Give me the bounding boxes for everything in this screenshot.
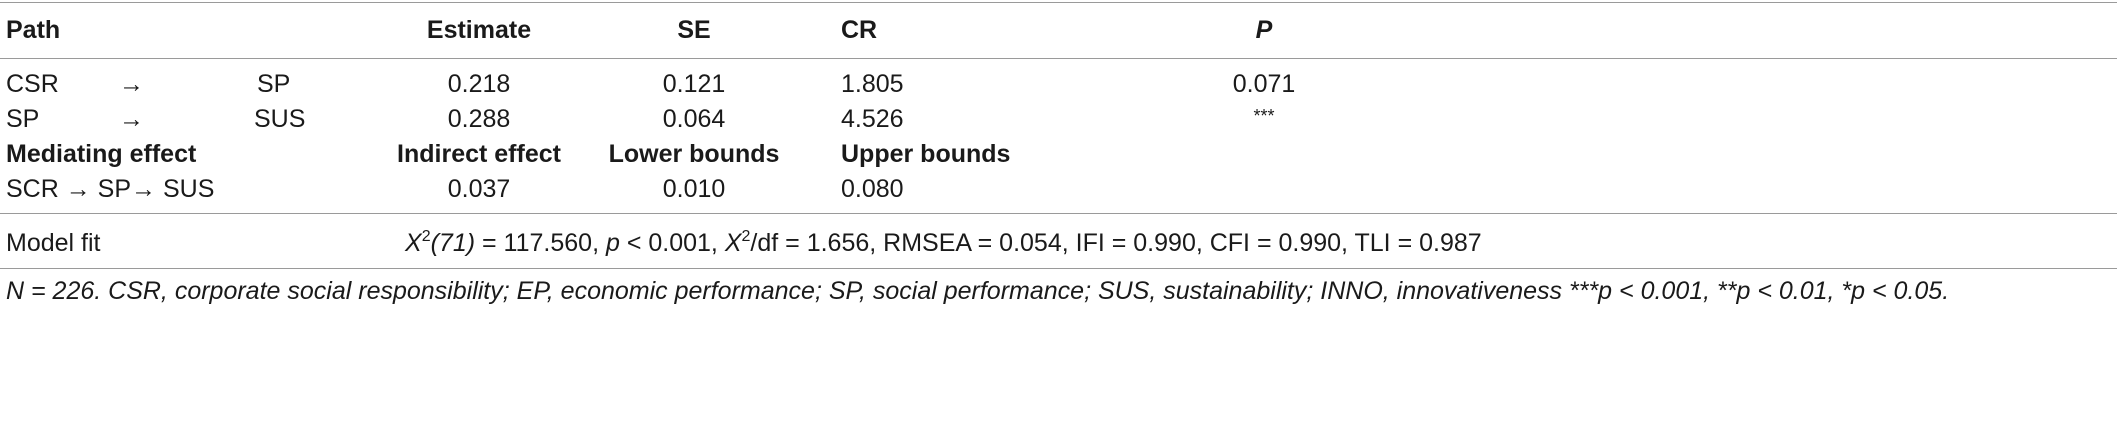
row-1-cr: 1.805 (841, 70, 904, 98)
header-se: SE (677, 16, 711, 44)
row-2-se: 0.064 (662, 105, 726, 133)
mediating-lower-header: Lower bounds (608, 140, 780, 168)
row-2-cr: 4.526 (841, 105, 904, 133)
model-fit-label: Model fit (6, 229, 101, 257)
mediating-upper-header: Upper bounds (841, 140, 1011, 168)
table-footnote: N = 226. CSR, corporate social responsib… (6, 277, 1950, 305)
row-1-from: CSR (6, 70, 59, 98)
row-2-arrow: → (119, 105, 144, 133)
model-fit-values: X2(71) = 117.560, p < 0.001, X2/df = 1.6… (405, 228, 1482, 257)
row-2-to: SUS (254, 105, 306, 133)
mediating-upper-value: 0.080 (841, 175, 904, 203)
row-2-from: SP (6, 105, 40, 133)
mediating-label: Mediating effect (6, 140, 197, 168)
top-rule (0, 2, 2117, 3)
mediating-path: SCR → SP→ SUS (6, 175, 215, 203)
bottom-rule (0, 268, 2117, 269)
header-path: Path (6, 16, 61, 44)
header-estimate: Estimate (426, 16, 532, 44)
row-2-p: *** (1253, 106, 1275, 126)
row-1-se: 0.121 (662, 70, 726, 98)
mediating-lower-value: 0.010 (662, 175, 726, 203)
row-1-p: 0.071 (1232, 70, 1296, 98)
row-2-estimate: 0.288 (447, 105, 511, 133)
header-rule (0, 58, 2117, 59)
row-1-to: SP (257, 70, 291, 98)
row-1-arrow: → (119, 70, 144, 98)
mediating-indirect-header: Indirect effect (397, 140, 561, 168)
header-p: P (1255, 16, 1273, 44)
header-cr: CR (841, 16, 878, 44)
row-1-estimate: 0.218 (447, 70, 511, 98)
model-fit-rule (0, 213, 2117, 214)
mediating-indirect-value: 0.037 (447, 175, 511, 203)
